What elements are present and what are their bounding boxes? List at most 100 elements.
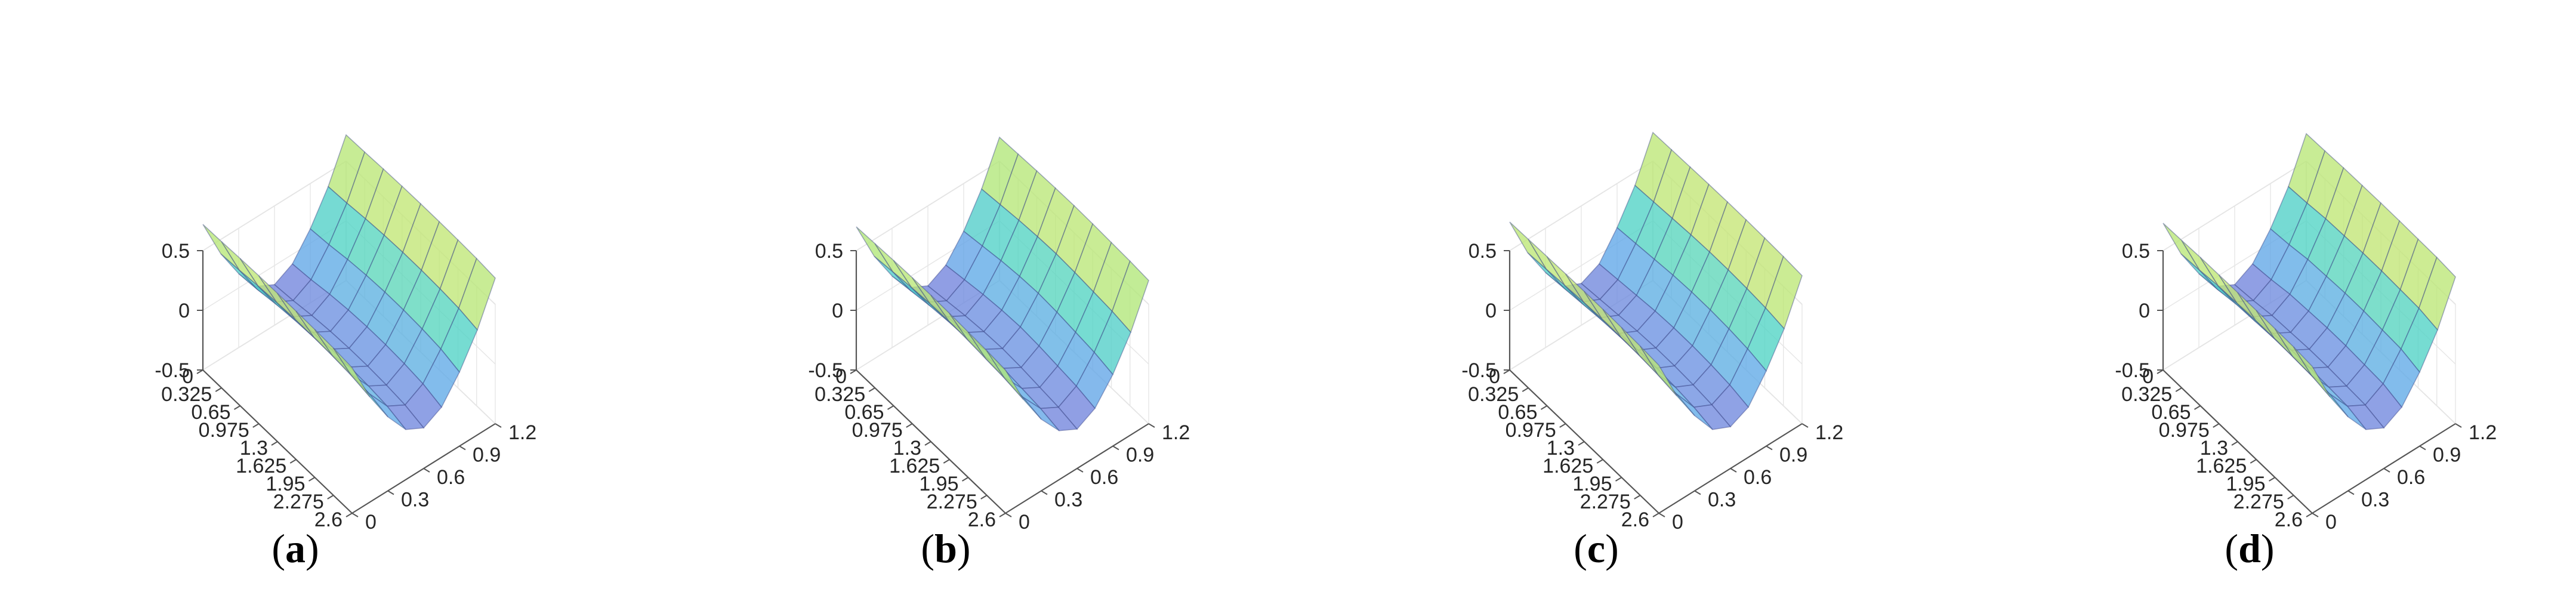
caption-b-close: ) <box>957 526 971 571</box>
x-tick-label: 2.6 <box>2275 508 2303 531</box>
x-tick <box>1522 387 1529 392</box>
x-tick <box>345 513 353 517</box>
z-tick-label: 0 <box>2139 300 2150 322</box>
surface-patch <box>333 347 371 397</box>
caption-c-open: ( <box>1574 526 1587 571</box>
surface-patch <box>221 241 259 286</box>
x-tick-label: 0.975 <box>1506 419 1556 442</box>
y-tick-label: 0.3 <box>2361 489 2389 511</box>
surface <box>1509 131 1803 430</box>
x-tick-label: 1.3 <box>1547 437 1575 460</box>
x-tick <box>999 513 1006 517</box>
x-tick-label: 2.275 <box>1580 491 1631 513</box>
y-tick-label: 0.3 <box>1054 489 1082 511</box>
x-tick <box>924 441 931 446</box>
y-tick <box>1766 445 1773 451</box>
caption-c-close: ) <box>1605 526 1619 571</box>
y-tick <box>459 445 466 451</box>
y-tick <box>2383 468 2390 473</box>
surface-patch <box>2293 346 2331 397</box>
caption-d-close: ) <box>2260 526 2275 571</box>
caption-c: (c) <box>1537 525 1656 572</box>
x-tick-label: 0.975 <box>2159 419 2210 442</box>
y-tick <box>1730 468 1737 473</box>
z-tick-label: 0 <box>1485 300 1497 322</box>
caption-b: (b) <box>886 525 1005 572</box>
x-tick-label: 1.625 <box>889 455 940 477</box>
caption-b-letter: b <box>934 526 957 571</box>
z-tick-label: -0.5 <box>1461 359 1497 382</box>
y-tick-label: 0.6 <box>1744 466 1772 489</box>
x-tick <box>2268 477 2276 482</box>
y-tick-label: 1.2 <box>508 421 536 444</box>
x-tick <box>2250 459 2257 464</box>
x-tick-label: 1.3 <box>2200 437 2228 460</box>
caption-b-open: ( <box>921 526 935 571</box>
y-tick-label: 0.6 <box>1090 466 1118 489</box>
surface <box>856 136 1149 431</box>
x-tick-label: 1.625 <box>236 455 286 477</box>
y-tick <box>351 513 359 517</box>
x-tick <box>1634 495 1641 500</box>
y-tick <box>423 468 430 473</box>
y-tick-label: 0.6 <box>437 466 465 489</box>
y-tick <box>2347 490 2355 495</box>
y-tick-label: 1.2 <box>2469 421 2497 444</box>
x-tick-label: 0 <box>1489 365 1500 388</box>
x-tick-label: 2.6 <box>314 508 343 531</box>
y-tick <box>1041 490 1048 495</box>
y-tick <box>1694 490 1701 495</box>
caption-d-letter: d <box>2238 526 2261 571</box>
y-tick-label: 1.2 <box>1162 421 1190 444</box>
z-tick-label: 0.5 <box>162 240 190 263</box>
x-tick <box>961 477 969 482</box>
x-tick <box>1652 513 1659 517</box>
x-tick <box>233 405 241 410</box>
y-tick <box>1801 423 1809 428</box>
x-tick-label: 2.6 <box>1621 508 1649 531</box>
caption-d: (d) <box>2190 525 2309 572</box>
z-tick-label: 0 <box>832 300 843 322</box>
y-tick-label: 0.9 <box>2433 444 2461 467</box>
x-tick <box>906 423 913 428</box>
x-tick <box>943 459 950 464</box>
x-tick <box>2231 441 2238 446</box>
y-tick-label: 0.9 <box>473 444 501 467</box>
x-tick <box>2175 387 2182 392</box>
z-tick-label: -0.5 <box>2115 359 2150 382</box>
y-tick <box>1112 445 1119 451</box>
caption-a-open: ( <box>272 526 285 571</box>
y-tick <box>1148 423 1155 428</box>
y-tick-label: 0.9 <box>1779 444 1807 467</box>
x-tick-label: 1.95 <box>266 473 305 495</box>
x-tick <box>2194 405 2201 410</box>
z-tick-label: 0.5 <box>1469 240 1497 263</box>
x-tick-label: 0.325 <box>161 383 212 406</box>
x-tick <box>1596 459 1603 464</box>
caption-a-letter: a <box>285 526 306 571</box>
y-tick <box>2312 513 2319 517</box>
x-tick <box>1578 441 1585 446</box>
x-tick <box>308 477 316 482</box>
x-tick-label: 0.65 <box>1498 401 1537 424</box>
y-tick-label: 0 <box>1019 511 1030 534</box>
y-tick <box>2455 423 2462 428</box>
x-tick-label: 1.625 <box>2196 455 2247 477</box>
y-tick-label: 0.9 <box>1126 444 1154 467</box>
x-tick <box>327 495 334 500</box>
y-tick <box>2419 445 2426 451</box>
y-tick <box>1005 513 1012 517</box>
surface-patch <box>2199 257 2238 304</box>
y-tick <box>1076 468 1084 473</box>
surface-patch <box>874 243 912 288</box>
x-tick-label: 0.65 <box>844 401 884 424</box>
y-tick-label: 0.3 <box>401 489 429 511</box>
x-tick-label: 1.95 <box>2226 473 2265 495</box>
surface-patch <box>1640 346 1677 396</box>
x-tick-label: 2.6 <box>968 508 996 531</box>
x-tick-label: 0.975 <box>852 419 903 442</box>
x-tick-label: 0.975 <box>199 419 249 442</box>
x-tick <box>252 423 260 428</box>
x-tick-label: 0.65 <box>2151 401 2191 424</box>
